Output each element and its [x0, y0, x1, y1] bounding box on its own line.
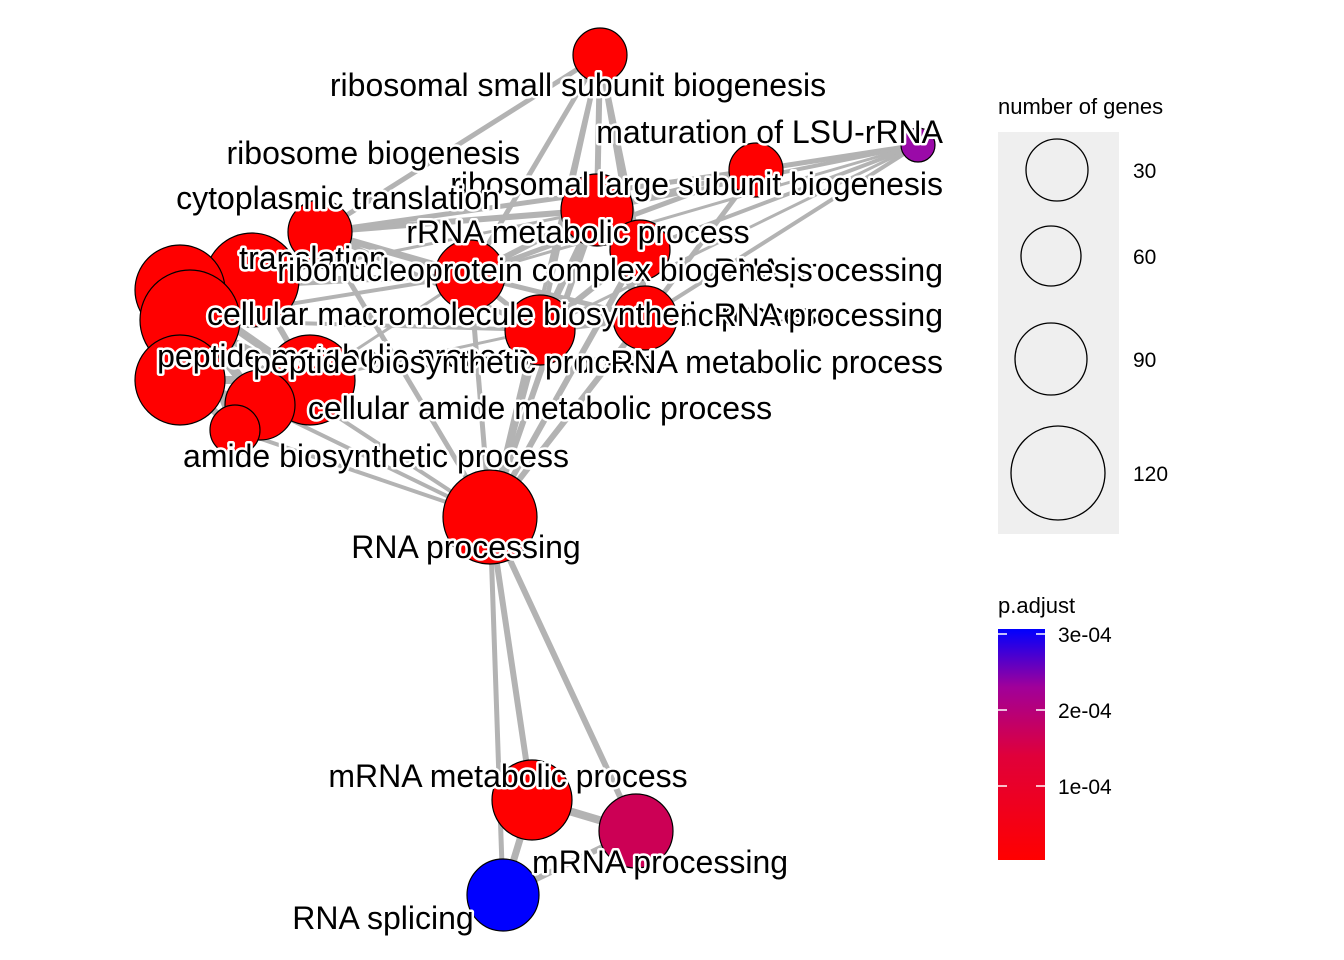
node-amide-biosynthetic-process	[209, 404, 261, 456]
edge-rna-processing--mrna-metabolic-process	[487, 514, 535, 803]
label-ribonucleoprotein-complex-biogenesis: ribonucleoprotein complex biogenesis	[277, 252, 812, 288]
edge-ribosome-biogenesis--rrna-metabolic-process	[317, 207, 600, 235]
edge-cellular-macromolecule-biosynthetic-process--rna-processing	[188, 318, 492, 519]
color-legend-label-2e-04: 2e-04	[1058, 700, 1112, 723]
edge-maturation-of-lsu-rrna--ribonucleoprotein-complex-biogenesis	[468, 143, 920, 277]
network-nodes	[134, 27, 936, 932]
node-ribosomal-small-subunit-biogenesis	[572, 27, 628, 83]
size-legend-label-60: 60	[1133, 246, 1156, 269]
label-peptide-metabolic-process: peptide metabolic process	[157, 338, 529, 374]
color-legend-title: p.adjust	[998, 593, 1075, 618]
edge-maturation-of-lsu-rrna--ncrna-metabolic-process	[538, 143, 920, 332]
edge-rna-processing--rna-splicing	[487, 514, 506, 898]
label-peptide-biosynthetic-process: peptide biosynthetic process	[253, 344, 657, 380]
node-peptide-metabolic-process	[134, 334, 226, 426]
edge-ribosomal-small-subunit-biogenesis--ribonucleoprotein-complex-biogenesis	[467, 52, 603, 278]
node-rna-splicing	[466, 858, 540, 932]
size-legend-key-120	[1010, 425, 1106, 521]
label-maturation-of-lsu-rrna: maturation of LSU-rRNA	[596, 114, 943, 150]
label-ncrna-metabolic-process: ncRNA metabolic process	[577, 344, 943, 380]
label-mrna-processing: mRNA processing	[532, 844, 788, 880]
label-rrna-metabolic-process: rRNA metabolic process	[406, 214, 749, 250]
label-cellular-amide-metabolic-process: cellular amide metabolic process	[308, 390, 772, 426]
node-ncrna-metabolic-process	[504, 294, 576, 366]
edge-maturation-of-lsu-rrna--rrna-processing	[638, 143, 920, 252]
network-labels: ribosomal small subunit biogenesis matura…	[155, 65, 947, 939]
edge-rna-processing--mrna-processing	[487, 514, 639, 834]
node-ribonucleoprotein-complex-biogenesis	[434, 239, 506, 311]
edge-rrna-processing--rna-processing	[487, 247, 643, 520]
label-cytoplasmic-translation: cytoplasmic translation	[176, 180, 500, 216]
size-legend-label-90: 90	[1133, 349, 1156, 372]
label-rrna-processing: rRNA processing	[703, 252, 943, 288]
size-legend-title: number of genes	[998, 94, 1163, 119]
label-ncrna-processing: ncRNA processing	[680, 297, 943, 333]
node-maturation-of-lsu-rrna	[900, 127, 936, 163]
label-rna-splicing: RNA splicing	[292, 900, 473, 936]
node-ribosomal-large-subunit-biogenesis	[728, 142, 784, 198]
color-legend-label-3e-04: 3e-04	[1058, 624, 1112, 647]
edge-cytoplasmic-translation--rrna-metabolic-process	[250, 208, 599, 282]
edge-ribosomal-large-subunit-biogenesis--ribosome-biogenesis	[317, 167, 759, 235]
size-legend-label-30: 30	[1133, 160, 1156, 183]
label-translation: translation	[239, 240, 387, 276]
edge-maturation-of-lsu-rrna--ncrna-processing	[643, 143, 920, 320]
color-legend-bar	[998, 629, 1045, 860]
node-ncrna-processing	[612, 285, 678, 351]
node-rna-processing	[442, 469, 538, 565]
node-mrna-metabolic-process	[491, 759, 573, 841]
size-legend-key-90	[1014, 322, 1088, 396]
label-amide-biosynthetic-process: amide biosynthetic process	[183, 438, 569, 474]
label-mrna-metabolic-process: mRNA metabolic process	[328, 758, 687, 794]
size-legend-label-120: 120	[1133, 463, 1168, 486]
node-ribosome-biogenesis	[287, 199, 353, 265]
node-rrna-processing	[609, 219, 671, 281]
label-cellular-macromolecule-biosynthetic-process: cellular macromolecule biosynthetic proc…	[207, 296, 833, 332]
size-legend: number of genes 30 60 90 120	[998, 94, 1168, 534]
label-ribosomal-small-subunit-biogenesis: ribosomal small subunit biogenesis	[330, 67, 826, 103]
color-legend: p.adjust 3e-04 2e-04 1e-04	[998, 593, 1112, 860]
size-legend-key-30	[1025, 138, 1089, 202]
edge-ribosomal-small-subunit-biogenesis--ribosome-biogenesis	[317, 52, 603, 235]
label-ribosome-biogenesis: ribosome biogenesis	[227, 135, 521, 171]
color-legend-label-1e-04: 1e-04	[1058, 776, 1112, 799]
node-rrna-metabolic-process	[560, 173, 634, 247]
node-mrna-processing	[598, 793, 674, 869]
label-ribosomal-large-subunit-biogenesis: ribosomal large subunit biogenesis	[450, 166, 943, 202]
size-legend-key-60	[1020, 225, 1082, 287]
label-rna-processing: RNA processing	[351, 529, 580, 565]
